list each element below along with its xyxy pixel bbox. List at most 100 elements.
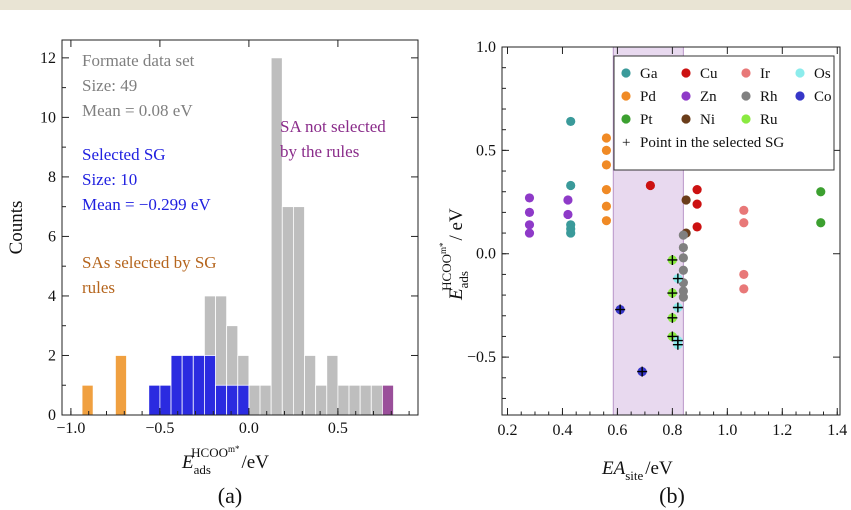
selected-marker: [672, 339, 683, 350]
histogram-bar: [304, 355, 317, 416]
scatter-frame: [501, 46, 841, 416]
point-ni: [681, 195, 691, 205]
annotation-line: by the rules: [280, 142, 359, 161]
y-tick-label: 4: [48, 288, 56, 305]
legend-marker: +: [622, 135, 630, 151]
legend-swatch: [741, 91, 751, 101]
point-zn: [524, 207, 535, 217]
histogram-bar: [326, 355, 339, 416]
annotation-line: Mean = −0.299 eV: [82, 195, 211, 214]
point-cu: [692, 222, 702, 232]
selected-marker: [667, 312, 678, 323]
y-axis-label: Counts: [6, 201, 27, 255]
annotation-line: Selected SG: [82, 145, 166, 164]
legend-label: Co: [814, 89, 832, 105]
point-rh: [678, 230, 688, 240]
annotation: Selected SG Size: 10 Mean = −0.299 eV: [82, 145, 211, 214]
legend-swatch: [681, 91, 691, 101]
point-pd: [601, 216, 612, 226]
legend-swatch: [795, 68, 805, 78]
scatter-panel: 0.2 0.4 0.6 0.8 1.0 1.2 1.4 −0.5 0.0 0.5 1.0 EAsite…: [438, 39, 847, 508]
histogram-bar: [203, 355, 216, 416]
annotation: SA not selected by the rules: [280, 117, 386, 161]
annotation: SAs selected by SG rules: [82, 253, 217, 297]
point-ga: [566, 116, 576, 127]
annotation-line: Size: 10: [82, 170, 137, 189]
legend-label: Ru: [760, 112, 778, 128]
x-tick-label: 1.0: [717, 422, 737, 439]
point-ir: [739, 269, 749, 280]
selected-marker: [667, 331, 678, 342]
top-banner: [0, 0, 851, 10]
annotation: Formate data set Size: 49 Mean = 0.08 eV: [82, 51, 195, 120]
point-pd: [601, 201, 612, 211]
selected-marker: [615, 304, 626, 315]
series-rh: [678, 230, 688, 302]
series-cu: [645, 180, 702, 232]
y-tick-label: 0.5: [476, 142, 496, 159]
x-tick-label: 0.0: [239, 420, 259, 437]
legend-label: Pd: [640, 89, 656, 105]
x-axis-label: EAsite/eV: [601, 458, 673, 483]
histogram-bar: [226, 384, 239, 416]
panel-label-a: (a): [218, 483, 242, 508]
legend-label: Pt: [640, 112, 653, 128]
legend-label: Rh: [760, 89, 778, 105]
point-zn: [524, 193, 535, 203]
point-pd: [601, 133, 612, 143]
point-ga: [566, 180, 576, 191]
point-pd: [601, 145, 612, 155]
histogram-bar: [292, 206, 305, 416]
point-rh: [678, 242, 688, 253]
histogram-frame: [61, 39, 419, 416]
legend: Ga Cu Ir Os Pd Zn Rh Co Pt Ni Ru + Point in the sele…: [613, 55, 835, 171]
legend-label: Ga: [640, 66, 658, 82]
y-tick-label: 6: [48, 228, 56, 245]
legend-swatch: [795, 91, 805, 101]
x-tick-label: 1.4: [827, 422, 847, 439]
point-pt: [816, 218, 826, 228]
point-zn: [524, 220, 535, 230]
legend-label: Ni: [700, 112, 715, 128]
histogram-bar: [192, 355, 205, 416]
y-axis-label: EadsHCOOm*/ eV: [438, 208, 471, 301]
point-rh: [678, 265, 688, 275]
histogram-bar: [170, 355, 183, 416]
y-tick-label: 0: [48, 407, 56, 424]
point-rh: [678, 292, 688, 302]
legend-swatch: [681, 114, 691, 124]
point-cu: [692, 185, 702, 195]
legend-label: Zn: [700, 89, 717, 105]
selected-marker: [672, 302, 683, 313]
histogram-bar: [248, 384, 261, 416]
histogram-bar: [148, 384, 161, 416]
annotation-line: Mean = 0.08 eV: [82, 101, 193, 120]
histogram-bar: [215, 384, 228, 416]
selected-marker: [667, 288, 678, 299]
histogram-bar: [270, 57, 283, 416]
series-zn: [524, 193, 573, 238]
point-zn: [563, 209, 573, 220]
y-tick-label: 12: [40, 50, 56, 67]
y-tick-label: 1.0: [476, 39, 496, 56]
annotation-line: rules: [82, 278, 115, 297]
point-zn: [563, 195, 573, 205]
histogram-bar: [381, 384, 394, 416]
y-tick-label: 2: [48, 347, 56, 364]
series-pd: [601, 133, 612, 226]
legend-label: Point in the selected SG: [640, 135, 784, 151]
histogram-bar: [359, 384, 372, 416]
histogram-bar: [181, 355, 194, 416]
legend-swatch: [741, 114, 751, 124]
legend-swatch: [621, 68, 631, 78]
annotation-line: Size: 49: [82, 76, 137, 95]
x-tick-label: 0.4: [552, 422, 572, 439]
histogram-bar: [281, 206, 294, 416]
legend-swatch: [681, 68, 691, 78]
point-ir: [739, 284, 749, 294]
histogram-bar: [81, 384, 94, 416]
series-ir: [739, 205, 749, 294]
x-tick-label: 0.6: [607, 422, 627, 439]
y-tick-label: −0.5: [467, 349, 496, 366]
y-tick-label: 10: [40, 109, 56, 126]
